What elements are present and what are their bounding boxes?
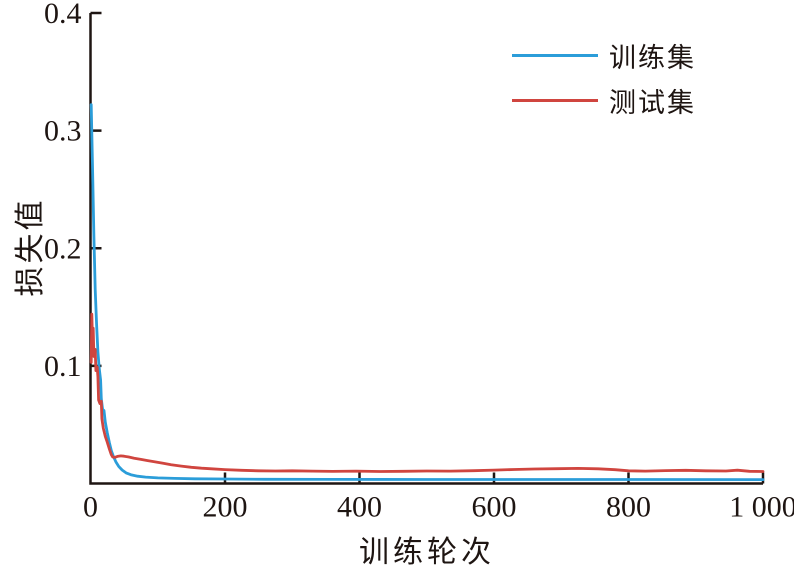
legend-item-test: 测试集: [512, 78, 696, 123]
x-tick-label: 400: [337, 491, 382, 524]
y-tick-label: 0.1: [44, 350, 82, 383]
legend: 训练集 测试集: [512, 33, 696, 123]
x-tick-label: 1 000: [729, 491, 794, 524]
axis-lines: [89, 13, 763, 485]
y-tick-label: 0.2: [44, 232, 82, 265]
train-series-label: 训练集: [609, 43, 696, 73]
x-axis-title: 训练轮次: [359, 536, 495, 566]
series-line-0: [89, 103, 765, 482]
test-series-swatch: [512, 99, 598, 102]
y-tick-label: 0.3: [44, 115, 82, 148]
x-tick-label: 0: [83, 491, 98, 524]
x-tick-label: 800: [606, 491, 651, 524]
x-tick-label: 200: [203, 491, 248, 524]
legend-item-train: 训练集: [512, 33, 696, 78]
y-tick-label: 0.4: [44, 0, 82, 30]
train-series-swatch: [512, 54, 598, 57]
x-tick-label: 600: [472, 491, 517, 524]
y-axis-title: 损失值: [14, 197, 47, 297]
series-line-1: [89, 312, 765, 473]
test-series-label: 测试集: [609, 88, 696, 118]
